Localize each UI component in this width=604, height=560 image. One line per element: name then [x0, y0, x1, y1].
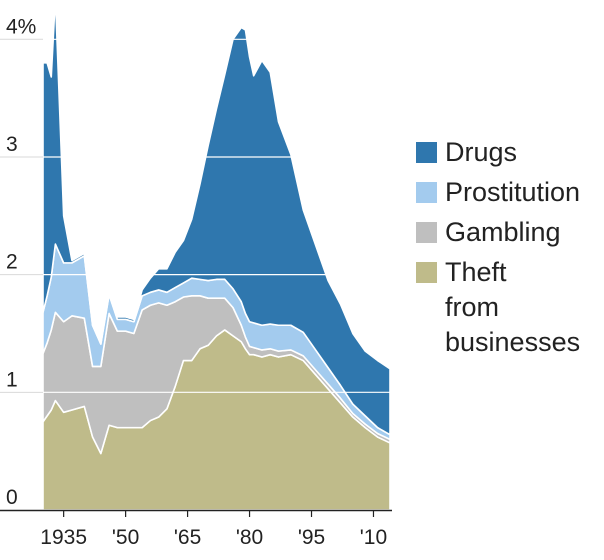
area-drugs [42, 0, 391, 436]
legend-label-prostitution: Prostitution [445, 177, 580, 207]
x-tick-label: '80 [236, 526, 263, 549]
x-tick-label: '10 [360, 526, 387, 549]
x-tick-label: '95 [298, 526, 325, 549]
legend-swatch-prostitution [416, 182, 437, 203]
legend-swatch-gambling [416, 222, 437, 243]
legend: Drugs Prostitution Gambling Theft from busine… [416, 137, 580, 357]
y-tick-label: 2 [6, 251, 18, 274]
axes: 0 1 2 3 4% 1935 '50 '65 '80 '95 '10 [0, 15, 392, 549]
y-tick-label: 3 [6, 133, 18, 156]
legend-label-theft: Theft from businesses [445, 257, 580, 357]
x-tick-label: '50 [112, 526, 139, 549]
x-tick-label: 1935 [40, 526, 87, 549]
legend-swatch-drugs [416, 142, 437, 163]
x-tick-label: '65 [174, 526, 201, 549]
legend-swatch-theft [416, 262, 437, 283]
y-tick-label: 0 [6, 486, 18, 509]
area-layers [42, 0, 391, 511]
gridlines [0, 38, 392, 393]
y-tick-label: 4% [6, 15, 36, 38]
legend-label-drugs: Drugs [445, 137, 517, 167]
y-tick-label: 1 [6, 368, 18, 391]
legend-label-gambling: Gambling [445, 217, 561, 247]
